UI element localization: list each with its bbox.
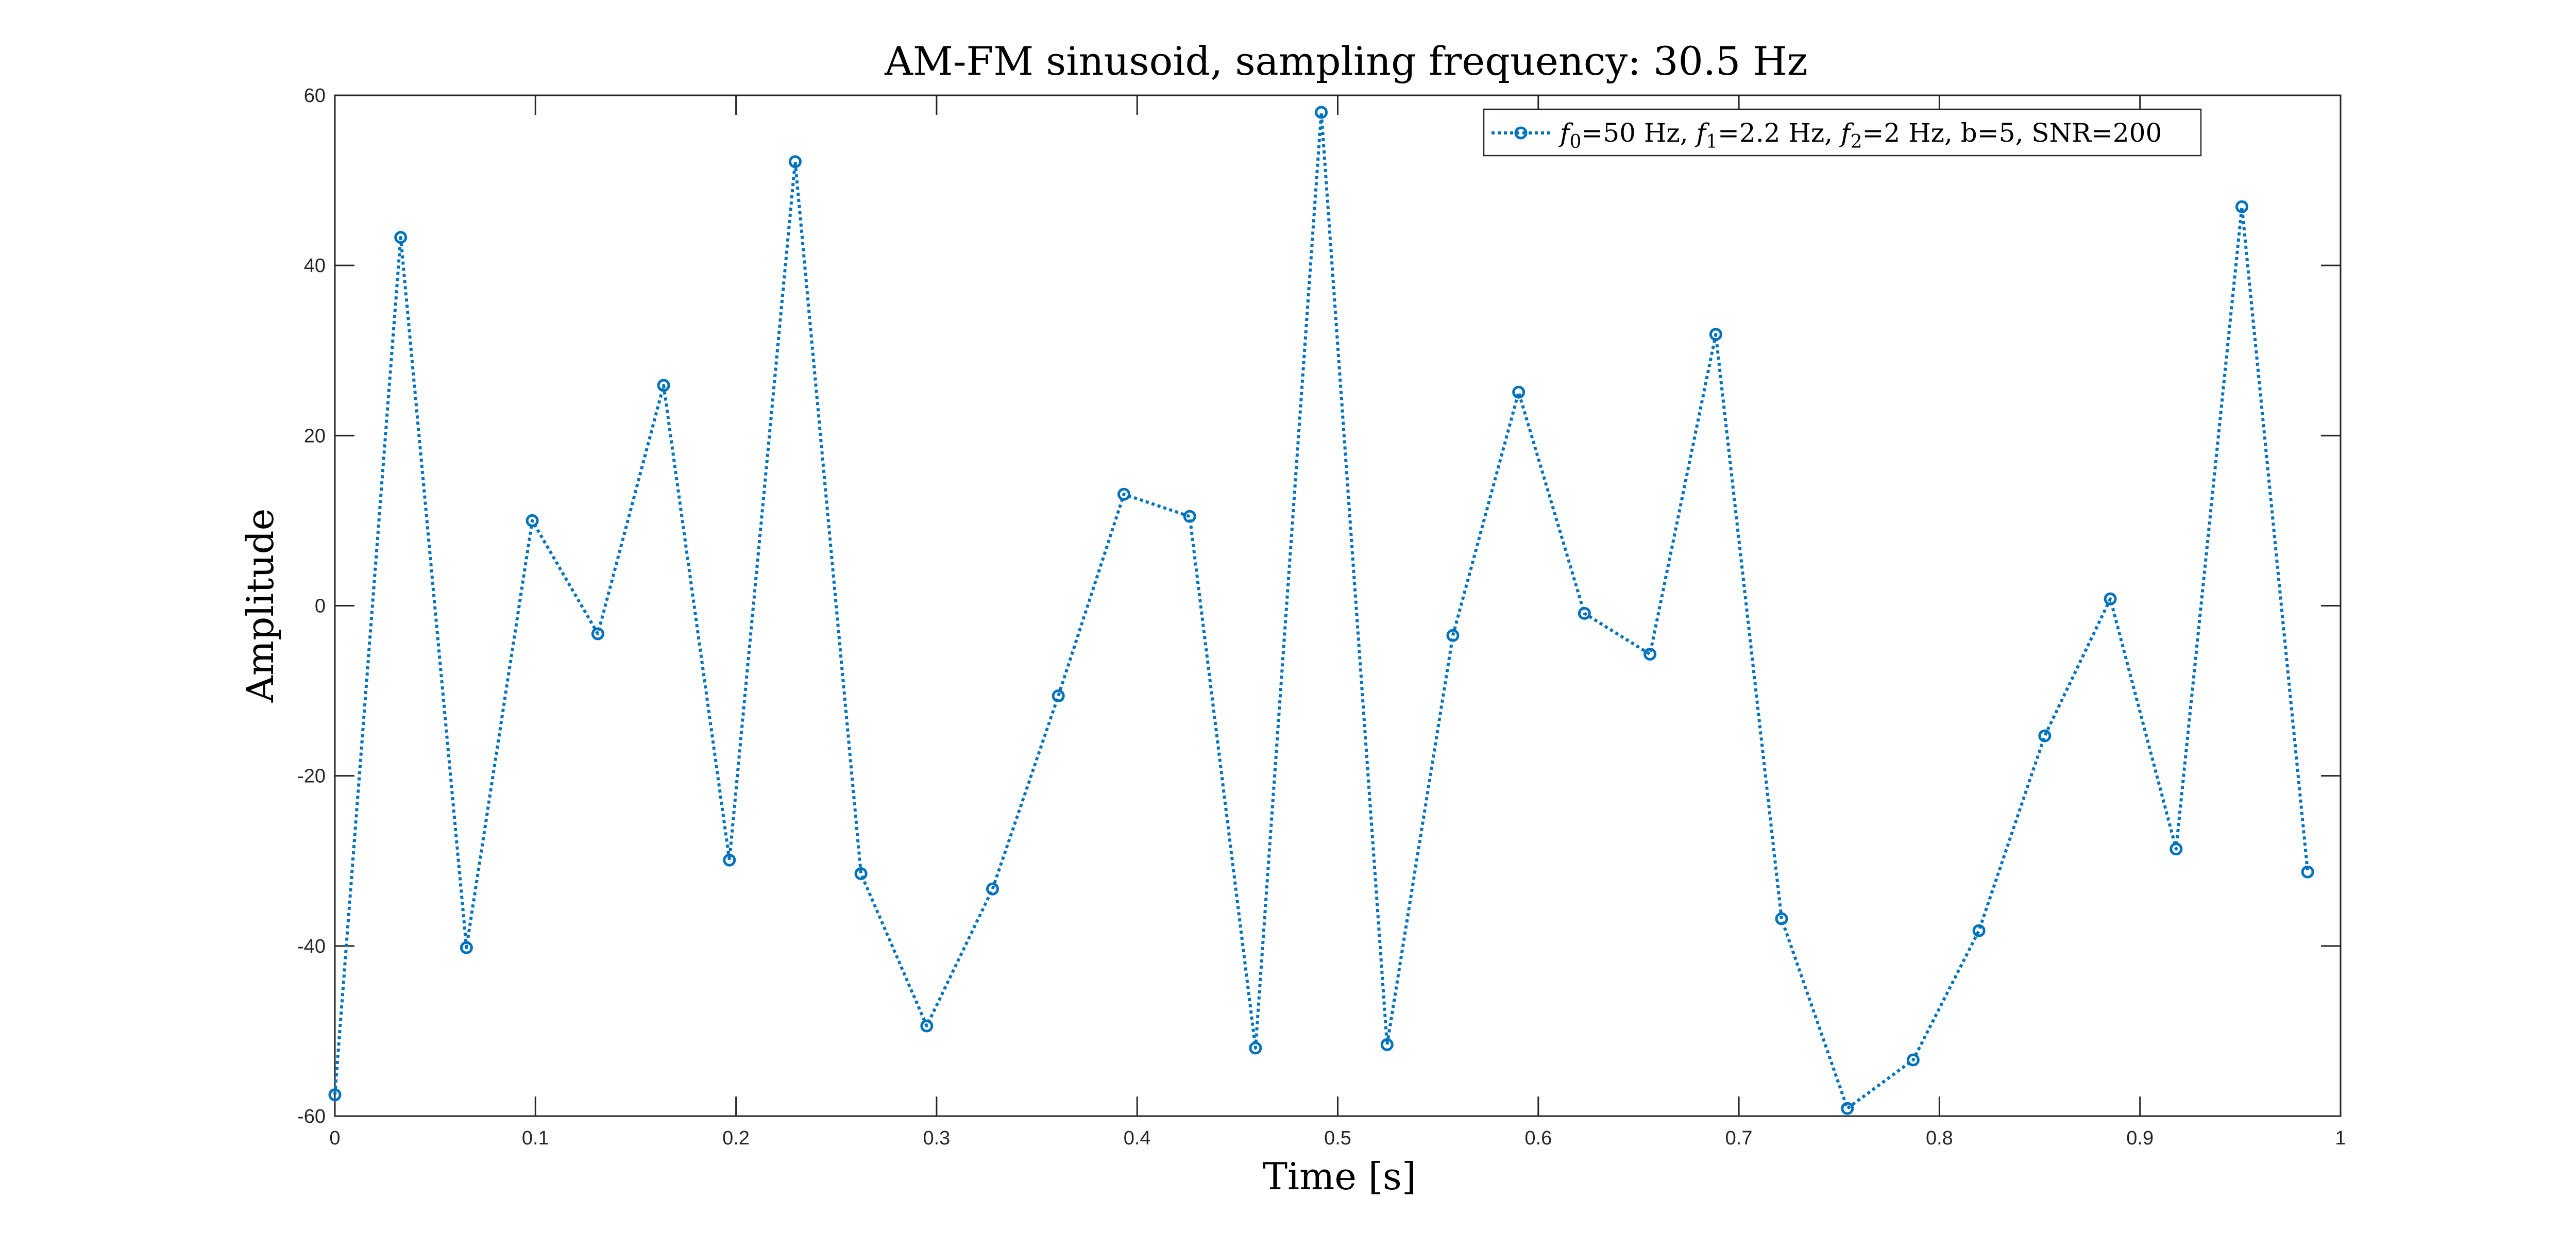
data-point <box>460 941 473 954</box>
x-tick-label: 0.2 <box>722 1127 750 1149</box>
data-point <box>2104 592 2117 605</box>
x-tick-label: 0.6 <box>1524 1127 1552 1149</box>
data-point <box>723 853 736 867</box>
y-tick-label: -60 <box>297 1106 326 1127</box>
y-tick-label: 20 <box>304 425 326 447</box>
data-point <box>2301 865 2314 879</box>
plot-area <box>334 94 2342 1117</box>
x-tick-label: 0.8 <box>1926 1127 1953 1149</box>
y-tick-label: -20 <box>297 766 326 787</box>
data-point <box>1117 487 1131 501</box>
data-point <box>1709 328 1722 341</box>
x-axis: 0 0.1 0.2 0.3 0.4 0.5 0.6 0.7 0.8 0.9 1 <box>329 95 2346 1149</box>
data-point <box>394 231 408 244</box>
data-point <box>591 627 604 640</box>
series-amfm <box>328 106 2314 1115</box>
data-point <box>1183 510 1196 523</box>
data-point <box>1643 648 1657 661</box>
data-point <box>1512 385 1526 399</box>
legend-f2-sub: 2 <box>1851 131 1862 153</box>
x-tick-label: 0.9 <box>2126 1127 2154 1149</box>
x-tick-label: 0.4 <box>1124 1127 1151 1149</box>
legend-f2-text: =2 Hz, b=5, SNR=200 <box>1862 118 2162 148</box>
data-point <box>1841 1102 1854 1115</box>
data-point <box>1380 1038 1394 1051</box>
x-tick-label: 1 <box>2335 1127 2346 1149</box>
data-point <box>1578 606 1591 620</box>
data-point <box>1775 912 1788 925</box>
legend-f0-sub: 0 <box>1570 131 1582 153</box>
y-tick-label: 40 <box>304 255 326 277</box>
y-tick-label: -40 <box>297 936 326 957</box>
data-point <box>328 1088 342 1102</box>
legend-entry: f0=50 Hz, f1=2.2 Hz, f2=2 Hz, b=5, SNR=2… <box>1558 118 2162 153</box>
data-point <box>1906 1053 1920 1067</box>
y-tick-label: 0 <box>315 596 326 617</box>
legend-f1-sub: 1 <box>1706 131 1718 153</box>
legend-f0-text: =50 Hz, <box>1581 118 1696 148</box>
data-point <box>854 867 868 881</box>
legend: f0=50 Hz, f1=2.2 Hz, f2=2 Hz, b=5, SNR=2… <box>1483 108 2202 157</box>
data-point <box>788 155 802 168</box>
legend-box <box>1483 108 2202 157</box>
legend-marker-icon <box>1514 126 1528 140</box>
data-point <box>657 379 670 392</box>
x-tick-label: 0.1 <box>522 1127 549 1149</box>
series-line <box>333 111 2310 1110</box>
data-point <box>526 514 539 527</box>
data-point <box>986 882 999 896</box>
data-point <box>2038 729 2052 743</box>
x-tick-label: 0.7 <box>1725 1127 1753 1149</box>
x-tick-label: 0.3 <box>923 1127 950 1149</box>
y-tick-label: 60 <box>304 85 326 107</box>
data-point <box>1249 1041 1262 1055</box>
x-axis-label: Time [s] <box>1263 1155 1416 1198</box>
chart-title: AM-FM sinusoid, sampling frequency: 30.5… <box>884 38 1808 84</box>
data-point <box>1446 629 1460 642</box>
data-point <box>1972 924 1986 937</box>
x-tick-label: 0 <box>329 1127 340 1149</box>
data-point <box>2235 200 2248 213</box>
x-tick-label: 0.5 <box>1324 1127 1351 1149</box>
data-point <box>920 1019 934 1033</box>
data-point <box>2170 842 2183 856</box>
data-point <box>1315 106 1328 119</box>
data-point <box>1052 689 1065 702</box>
legend-f1-text: =2.2 Hz, <box>1718 118 1841 148</box>
y-axis-label: Amplitude <box>239 509 282 703</box>
